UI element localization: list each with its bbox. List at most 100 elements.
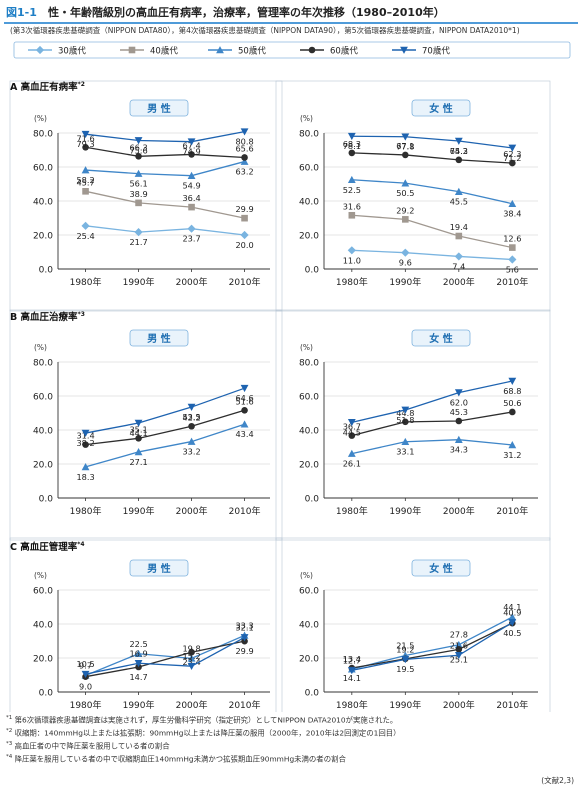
series-4: 78.1 77.8 75.3 71.2 (343, 132, 521, 163)
data-label: 33.1 (396, 447, 414, 457)
data-label: 11.0 (343, 255, 361, 265)
data-point (401, 133, 410, 141)
y-axis-label: (%) (300, 114, 313, 123)
data-label: 75.6 (129, 145, 147, 155)
legend: 30歳代 40歳代 50歳代 60歳代 70歳代 (13, 41, 571, 59)
data-point (454, 640, 463, 649)
data-label: 32.1 (235, 622, 253, 632)
series-line (85, 225, 245, 236)
data-point (455, 232, 463, 240)
data-point (401, 406, 410, 414)
footnote-2: *2 収縮期：140mmHg以上または拡張期：90mmHg以上または降圧薬の服用… (6, 727, 401, 738)
data-point (347, 246, 356, 255)
data-label: 21.6 (450, 640, 468, 650)
source-note: (第3次循環器疾患基礎調査（NIPPON DATA80），第4次循環器疾患基礎調… (10, 26, 520, 35)
data-point (508, 144, 517, 152)
y-tick-label: 80.0 (33, 130, 53, 140)
data-point (454, 252, 463, 261)
series-line (85, 636, 245, 675)
series-4: 79.3 75.6 74.9 80.8 (76, 128, 254, 157)
data-label: 54.9 (182, 181, 200, 191)
panel-frame (275, 309, 551, 541)
legend-marker-1 (35, 45, 45, 55)
data-point (402, 151, 409, 159)
y-tick-label: 20.0 (299, 655, 319, 665)
y-tick-label: 20.0 (33, 655, 53, 665)
data-label: 26.1 (343, 459, 361, 469)
data-label: 34.3 (450, 445, 468, 455)
x-tick-label: 2000年 (443, 505, 475, 517)
data-label: 15.2 (182, 651, 200, 661)
data-label: 22.5 (129, 639, 147, 649)
sex-badge (411, 99, 471, 117)
data-point (508, 619, 517, 627)
data-point (241, 214, 248, 222)
data-point (240, 128, 249, 136)
data-label: 45.5 (450, 197, 468, 207)
y-tick-label: 60.0 (299, 587, 319, 597)
series-0: 13.4 21.5 27.8 44.1 (343, 602, 521, 673)
footnote-1: *1 第6次循環器疾患基礎調査は実施されず，厚生労働科学研究（指定研究）としてN… (6, 715, 398, 725)
series-2: 10.5 16.9 15.2 32.1 (76, 622, 254, 679)
x-tick-label: 2000年 (443, 276, 475, 288)
data-point (401, 179, 410, 187)
data-label: 36.7 (343, 422, 361, 432)
data-point (135, 152, 142, 160)
legend-marker-2 (128, 46, 136, 54)
data-point (347, 175, 356, 184)
panel-frame (9, 537, 283, 712)
data-label: 67.1 (396, 141, 414, 151)
series-line (351, 152, 513, 164)
data-label: 29.9 (235, 204, 253, 214)
data-label: 62.0 (450, 398, 468, 408)
data-label: 75.3 (450, 146, 468, 156)
data-label: 33.3 (235, 620, 253, 630)
data-label: 25.4 (76, 231, 94, 241)
y-tick-label: 60.0 (299, 393, 319, 403)
x-tick-label: 1980年 (70, 505, 102, 517)
legend-marker-5 (400, 46, 408, 54)
sex-label: 女 性 (429, 102, 452, 115)
data-point (402, 418, 409, 426)
y-tick-label: 40.0 (299, 621, 319, 631)
legend-marker-3 (216, 46, 224, 54)
data-point (240, 384, 249, 393)
y-tick-label: 40.0 (33, 427, 53, 437)
data-point (187, 662, 196, 671)
series-line (351, 249, 513, 261)
data-label: 20.0 (235, 240, 253, 250)
data-point (401, 656, 410, 664)
y-tick-label: 0.0 (305, 266, 320, 276)
legend-label-4: 60歳代 (330, 46, 358, 57)
y-tick-label: 0.0 (39, 266, 54, 276)
data-point (134, 419, 143, 427)
data-point (508, 377, 517, 385)
data-point (509, 244, 516, 251)
data-label: 38.4 (503, 209, 521, 219)
data-point (508, 441, 517, 449)
data-point (135, 199, 142, 207)
data-label: 66.3 (129, 142, 147, 152)
x-tick-label: 2010年 (496, 276, 528, 288)
data-point (81, 166, 90, 174)
data-label: 56.1 (129, 179, 147, 189)
data-point (81, 221, 90, 230)
series-3: 71.666.367.465.6 (76, 133, 254, 161)
data-point (81, 429, 90, 437)
data-label: 35.1 (129, 424, 147, 434)
data-point (455, 417, 463, 425)
data-point (240, 230, 249, 240)
data-label: 31.2 (503, 450, 521, 460)
footnote-4: *4 降圧薬を服用している者の中で収縮期血圧140mmHg未満かつ拡張期血圧90… (6, 753, 346, 764)
data-label: 43.4 (235, 429, 253, 439)
data-point (187, 403, 196, 411)
series-line (85, 387, 245, 434)
series-line (351, 616, 513, 670)
y-axis-label: (%) (34, 343, 47, 352)
data-point (509, 408, 516, 416)
y-tick-label: 40.0 (299, 427, 319, 437)
series-line (351, 411, 513, 437)
x-tick-label: 2000年 (443, 699, 475, 711)
x-tick-label: 1990年 (389, 505, 421, 517)
data-point (82, 188, 89, 195)
